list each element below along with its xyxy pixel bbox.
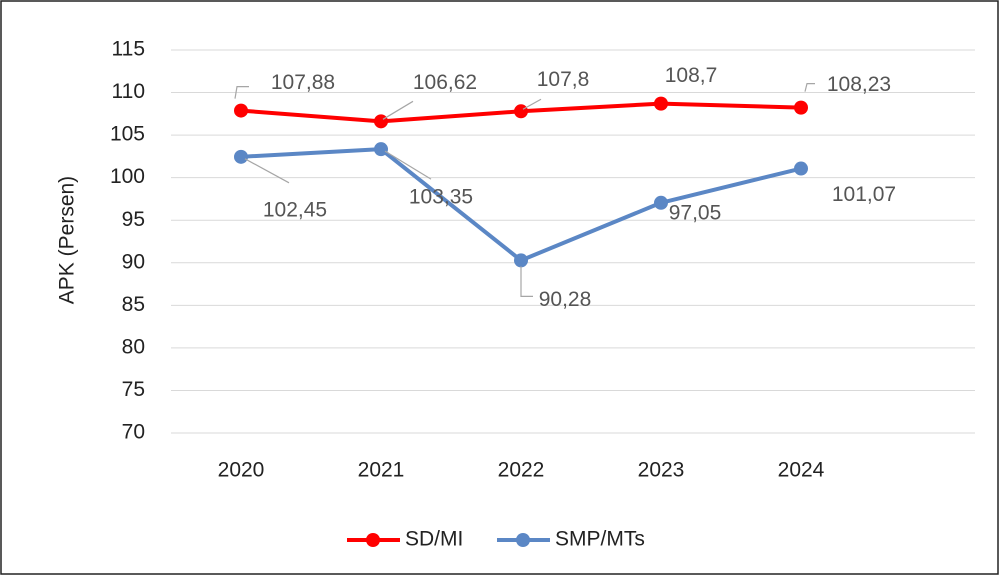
leader-line: [804, 83, 815, 92]
data-label: 108,7: [665, 64, 718, 87]
leader-line: [384, 150, 432, 180]
x-tick-label: 2020: [218, 459, 265, 482]
y-tick-label: 70: [122, 421, 145, 444]
point: [654, 195, 668, 210]
data-label: 103,35: [409, 186, 473, 209]
legend-label: SD/MI: [405, 528, 463, 551]
data-label: 107,8: [537, 68, 590, 91]
data-label: 101,07: [832, 183, 896, 206]
x-tick-label: 2023: [638, 459, 685, 482]
y-tick-label: 110: [112, 80, 145, 103]
data-label: 97,05: [669, 201, 722, 224]
x-tick-label: 2024: [778, 459, 825, 482]
legend-marker: [516, 533, 530, 547]
point: [514, 253, 528, 268]
y-tick-label: 105: [110, 123, 145, 146]
point: [374, 114, 388, 129]
y-axis-title: APK (Persen): [56, 176, 79, 304]
leader-line: [244, 158, 290, 184]
y-tick-label: 90: [122, 250, 145, 273]
leader-line: [520, 266, 533, 297]
legend-marker: [366, 533, 380, 547]
leader-line: [234, 85, 249, 99]
legend-label: SMP/MTs: [555, 528, 645, 551]
point: [234, 149, 248, 164]
leader-line: [522, 98, 542, 110]
x-tick-label: 2022: [498, 459, 545, 482]
y-tick-label: 80: [122, 335, 145, 358]
y-tick-label: 75: [122, 378, 145, 401]
data-label: 107,88: [271, 71, 335, 94]
point: [234, 103, 248, 118]
point: [794, 100, 808, 115]
point: [654, 96, 668, 111]
y-tick-label: 100: [110, 165, 145, 188]
point: [374, 142, 388, 157]
point: [514, 104, 528, 119]
data-label: 102,45: [263, 198, 327, 221]
point: [794, 161, 808, 176]
y-tick-label: 115: [112, 38, 145, 61]
y-tick-label: 85: [122, 293, 145, 316]
leader-line: [382, 100, 414, 120]
x-tick-label: 2021: [358, 459, 405, 482]
data-label: 90,28: [539, 288, 592, 311]
data-label: 108,23: [827, 73, 891, 96]
y-tick-label: 95: [122, 208, 145, 231]
data-label: 106,62: [413, 71, 477, 94]
